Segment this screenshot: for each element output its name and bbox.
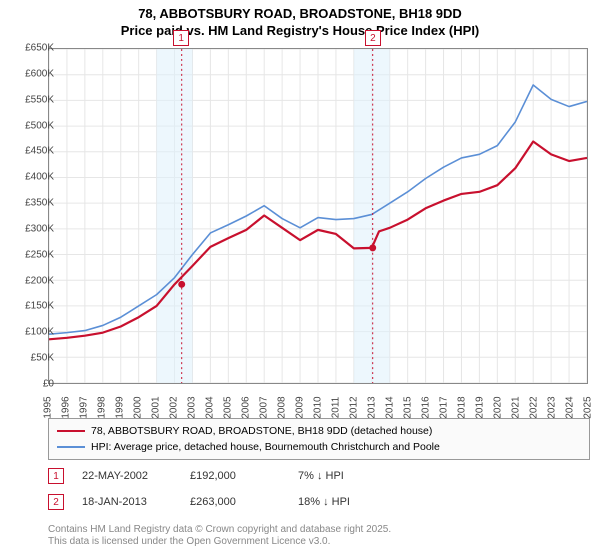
x-tick-label: 2007 xyxy=(259,396,270,418)
y-tick-label: £500K xyxy=(25,120,54,131)
x-tick-label: 2017 xyxy=(439,396,450,418)
legend-swatch xyxy=(57,446,85,448)
sale-row-1: 1 22-MAY-2002 £192,000 7% ↓ HPI xyxy=(48,468,388,484)
x-tick-label: 1997 xyxy=(79,396,90,418)
sale-date: 22-MAY-2002 xyxy=(82,470,172,482)
x-tick-label: 2013 xyxy=(367,396,378,418)
chart-marker-label: 2 xyxy=(365,30,381,46)
x-tick-label: 1999 xyxy=(115,396,126,418)
x-tick-label: 2001 xyxy=(151,396,162,418)
y-tick-label: £200K xyxy=(25,275,54,286)
sale-marker-badge: 2 xyxy=(48,494,64,510)
y-tick-label: £650K xyxy=(25,43,54,54)
y-tick-label: £300K xyxy=(25,223,54,234)
sale-delta: 18% ↓ HPI xyxy=(298,496,388,508)
x-tick-label: 2025 xyxy=(583,396,594,418)
y-tick-label: £400K xyxy=(25,172,54,183)
legend-item-hpi: HPI: Average price, detached house, Bour… xyxy=(57,439,581,455)
legend: 78, ABBOTSBURY ROAD, BROADSTONE, BH18 9D… xyxy=(48,418,590,460)
chart-marker-label: 1 xyxy=(173,30,189,46)
gridlines xyxy=(49,49,587,383)
chart-title: 78, ABBOTSBURY ROAD, BROADSTONE, BH18 9D… xyxy=(0,0,600,40)
shade-bands xyxy=(157,49,390,383)
x-tick-label: 1998 xyxy=(97,396,108,418)
y-tick-label: £350K xyxy=(25,198,54,209)
y-tick-label: £0 xyxy=(43,379,54,390)
x-tick-label: 1995 xyxy=(43,396,54,418)
sale-row-2: 2 18-JAN-2013 £263,000 18% ↓ HPI xyxy=(48,494,388,510)
x-tick-label: 2024 xyxy=(565,396,576,418)
x-tick-label: 2005 xyxy=(223,396,234,418)
x-tick-label: 2006 xyxy=(241,396,252,418)
legend-label: 78, ABBOTSBURY ROAD, BROADSTONE, BH18 9D… xyxy=(91,425,432,437)
x-tick-label: 2002 xyxy=(169,396,180,418)
x-tick-label: 2011 xyxy=(331,397,342,419)
sale-date: 18-JAN-2013 xyxy=(82,496,172,508)
x-tick-label: 2000 xyxy=(133,396,144,418)
chart-svg xyxy=(49,49,587,383)
legend-item-price-paid: 78, ABBOTSBURY ROAD, BROADSTONE, BH18 9D… xyxy=(57,423,581,439)
legend-label: HPI: Average price, detached house, Bour… xyxy=(91,441,440,453)
x-tick-label: 2016 xyxy=(421,396,432,418)
x-tick-label: 2003 xyxy=(187,396,198,418)
x-tick-label: 2022 xyxy=(529,396,540,418)
sale-delta: 7% ↓ HPI xyxy=(298,470,388,482)
y-tick-label: £50K xyxy=(31,353,54,364)
attribution-line-1: Contains HM Land Registry data © Crown c… xyxy=(48,524,391,535)
x-tick-label: 2004 xyxy=(205,396,216,418)
x-tick-label: 2021 xyxy=(511,396,522,418)
x-tick-label: 2020 xyxy=(493,396,504,418)
x-tick-label: 2014 xyxy=(385,396,396,418)
x-tick-label: 2019 xyxy=(475,396,486,418)
y-tick-label: £150K xyxy=(25,301,54,312)
sale-price: £192,000 xyxy=(190,470,280,482)
plot-area xyxy=(48,48,588,384)
y-tick-label: £550K xyxy=(25,94,54,105)
sale-marker-badge: 1 xyxy=(48,468,64,484)
sale-price: £263,000 xyxy=(190,496,280,508)
x-tick-label: 2018 xyxy=(457,396,468,418)
y-tick-label: £250K xyxy=(25,249,54,260)
x-tick-label: 2012 xyxy=(349,396,360,418)
x-tick-label: 2023 xyxy=(547,396,558,418)
title-line-1: 78, ABBOTSBURY ROAD, BROADSTONE, BH18 9D… xyxy=(138,6,462,21)
x-tick-label: 2008 xyxy=(277,396,288,418)
x-tick-label: 2015 xyxy=(403,396,414,418)
y-tick-label: £450K xyxy=(25,146,54,157)
legend-swatch xyxy=(57,430,85,433)
x-tick-label: 2009 xyxy=(295,396,306,418)
x-tick-label: 2010 xyxy=(313,396,324,418)
y-tick-label: £100K xyxy=(25,327,54,338)
attribution: Contains HM Land Registry data © Crown c… xyxy=(48,524,391,548)
attribution-line-2: This data is licensed under the Open Gov… xyxy=(48,536,330,547)
x-tick-label: 1996 xyxy=(61,396,72,418)
y-tick-label: £600K xyxy=(25,68,54,79)
chart-container: 78, ABBOTSBURY ROAD, BROADSTONE, BH18 9D… xyxy=(0,0,600,560)
